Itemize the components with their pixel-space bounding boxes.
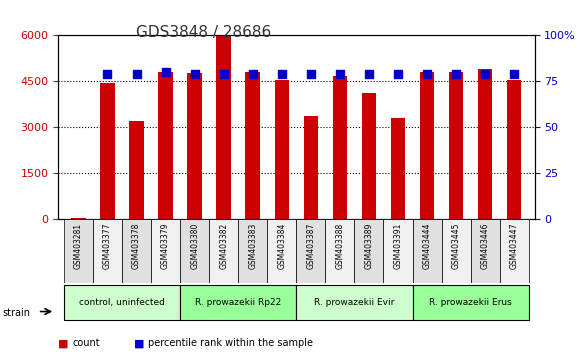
Text: control, uninfected: control, uninfected: [79, 298, 165, 307]
Bar: [361, 93, 376, 219]
Bar: [71, 218, 86, 219]
Text: GSM403379: GSM403379: [161, 223, 170, 269]
Text: GSM403382: GSM403382: [219, 223, 228, 269]
Bar: [267, 219, 296, 283]
Text: ■: ■: [134, 338, 144, 348]
Point: [451, 71, 461, 77]
Text: ■: ■: [58, 338, 69, 348]
Bar: [296, 219, 325, 283]
Bar: [391, 118, 406, 219]
Text: percentile rank within the sample: percentile rank within the sample: [148, 338, 313, 348]
Point: [219, 71, 228, 77]
Bar: [442, 219, 471, 283]
Bar: [217, 36, 231, 219]
Point: [480, 71, 490, 77]
Bar: [209, 219, 238, 283]
Text: GSM403444: GSM403444: [422, 223, 432, 269]
Bar: [64, 285, 180, 320]
Bar: [64, 219, 93, 283]
Bar: [275, 80, 289, 219]
Bar: [325, 219, 354, 283]
Point: [510, 71, 519, 77]
Text: GDS3848 / 28686: GDS3848 / 28686: [136, 25, 271, 40]
Point: [335, 71, 345, 77]
Point: [190, 71, 199, 77]
Point: [161, 69, 170, 75]
Text: GSM403281: GSM403281: [74, 223, 83, 269]
Text: R. prowazekii Rp22: R. prowazekii Rp22: [195, 298, 281, 307]
Text: GSM403377: GSM403377: [103, 223, 112, 269]
Bar: [478, 69, 493, 219]
Bar: [500, 219, 529, 283]
Bar: [332, 76, 347, 219]
Text: strain: strain: [3, 308, 31, 318]
Bar: [180, 285, 296, 320]
Bar: [449, 72, 464, 219]
Point: [103, 71, 112, 77]
Text: count: count: [73, 338, 101, 348]
Point: [277, 71, 286, 77]
Bar: [100, 83, 115, 219]
Text: GSM403447: GSM403447: [510, 223, 519, 269]
Text: GSM403445: GSM403445: [451, 223, 461, 269]
Bar: [187, 73, 202, 219]
Text: GSM403378: GSM403378: [132, 223, 141, 269]
Bar: [471, 219, 500, 283]
Text: GSM403389: GSM403389: [364, 223, 374, 269]
Bar: [93, 219, 122, 283]
Text: GSM403391: GSM403391: [393, 223, 403, 269]
Bar: [238, 219, 267, 283]
Point: [422, 71, 432, 77]
Point: [393, 71, 403, 77]
Bar: [413, 219, 442, 283]
Bar: [507, 80, 522, 219]
Text: GSM403380: GSM403380: [190, 223, 199, 269]
Point: [132, 71, 141, 77]
Text: GSM403383: GSM403383: [248, 223, 257, 269]
Bar: [296, 285, 413, 320]
Text: GSM403384: GSM403384: [277, 223, 286, 269]
Text: R. prowazekii Evir: R. prowazekii Evir: [314, 298, 394, 307]
Point: [306, 71, 315, 77]
Bar: [354, 219, 383, 283]
Text: GSM403387: GSM403387: [306, 223, 315, 269]
Bar: [303, 116, 318, 219]
Bar: [383, 219, 413, 283]
Text: GSM403388: GSM403388: [335, 223, 345, 269]
Bar: [413, 285, 529, 320]
Point: [364, 71, 374, 77]
Bar: [122, 219, 151, 283]
Point: [248, 71, 257, 77]
Text: R. prowazekii Erus: R. prowazekii Erus: [429, 298, 512, 307]
Bar: [130, 121, 144, 219]
Bar: [158, 72, 173, 219]
Text: GSM403446: GSM403446: [480, 223, 490, 269]
Bar: [151, 219, 180, 283]
Bar: [245, 72, 260, 219]
Bar: [420, 72, 435, 219]
Bar: [180, 219, 209, 283]
